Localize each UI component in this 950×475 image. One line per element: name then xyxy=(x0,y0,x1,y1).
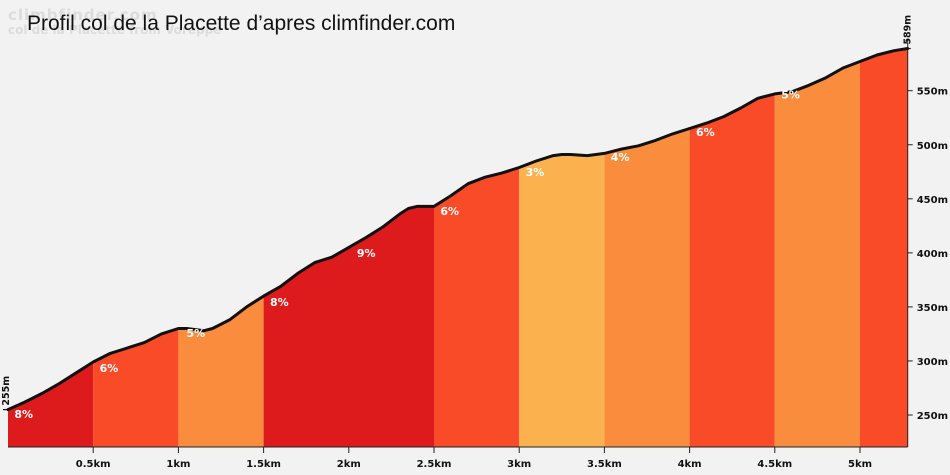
grade-label: 4% xyxy=(611,151,630,164)
y-tick-label: 550m xyxy=(917,87,948,98)
x-tick-label: 2.5km xyxy=(417,459,452,470)
watermark: climbfinder.com col de la Placette from … xyxy=(8,6,222,37)
y-tick-label: 400m xyxy=(917,249,948,260)
grade-segment-7 xyxy=(604,128,690,447)
grade-segment-4 xyxy=(263,206,434,447)
y-tick-label: 300m xyxy=(917,357,948,368)
x-tick-label: 3.5km xyxy=(587,459,622,470)
end-elevation-label: 589m xyxy=(903,15,914,45)
x-tick-label: 3km xyxy=(507,459,531,470)
watermark-site: climbfinder.com xyxy=(8,6,158,24)
elevation-markers: 255m 589m xyxy=(1,15,914,411)
x-tick-label: 1km xyxy=(166,459,190,470)
chart-title: Profil col de la Placette d’apres climfi… xyxy=(27,12,456,35)
start-elevation-label: 255m xyxy=(1,376,12,406)
grade-segment-3 xyxy=(178,296,264,447)
x-tick-label: 4km xyxy=(678,459,702,470)
profile-line-layer xyxy=(6,47,910,412)
x-tick-label: 4.5km xyxy=(757,459,792,470)
grade-label: 8% xyxy=(270,296,289,309)
axis-ticks: 0.5km 1km 1.5km 2km 2.5km 3km 3.5km 4km 4.5km 5km… xyxy=(8,40,948,470)
y-tick-label: 450m xyxy=(917,195,948,206)
grade-labels: 8% 6% 5% 8% 9% 6% 3% 4% 6% 5% xyxy=(14,88,799,421)
grade-label: 5% xyxy=(781,88,800,101)
grade-label: 6% xyxy=(440,205,459,218)
grade-segments xyxy=(8,48,908,448)
grade-segment-6 xyxy=(519,153,605,447)
x-tick-label: 1.5km xyxy=(246,459,281,470)
y-tick-label: 350m xyxy=(917,303,948,314)
grade-segment-5 xyxy=(434,167,520,447)
y-tick-label: 500m xyxy=(917,141,948,152)
grade-label: 9% xyxy=(357,247,376,260)
grade-label: 5% xyxy=(187,327,206,340)
grade-segment-10 xyxy=(860,48,908,447)
profile-line xyxy=(6,47,910,412)
grade-segment-1 xyxy=(8,362,94,447)
grade-label: 8% xyxy=(14,408,33,421)
x-tick-label: 0.5km xyxy=(76,459,111,470)
grade-segment-2 xyxy=(93,328,179,447)
watermark-route: col de la Placette from Voreppe xyxy=(8,22,222,37)
x-tick-label: 2km xyxy=(337,459,361,470)
x-tick-label: 5km xyxy=(848,459,872,470)
grade-segment-9 xyxy=(774,61,860,447)
y-tick-label: 250m xyxy=(917,411,948,422)
grade-label: 3% xyxy=(526,166,545,179)
grade-label: 6% xyxy=(696,126,715,139)
grade-segment-8 xyxy=(689,93,775,448)
grade-label: 6% xyxy=(100,362,119,375)
